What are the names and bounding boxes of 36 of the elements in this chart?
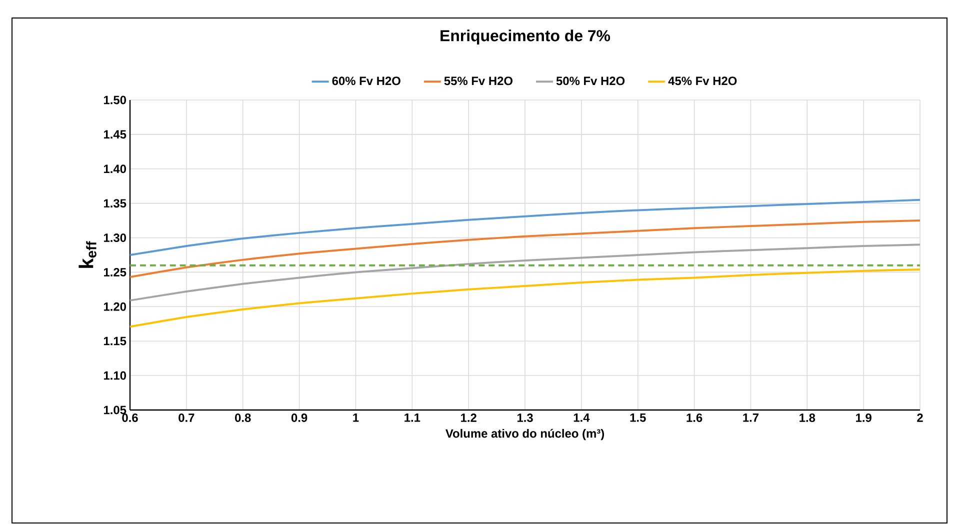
x-tick-label: 2	[917, 414, 923, 422]
y-tick-label: 1.40	[104, 164, 126, 174]
legend-label: 60% Fv H2O	[332, 76, 400, 86]
x-tick-label: 1.1	[404, 414, 420, 422]
y-tick-label: 1.50	[104, 96, 126, 104]
x-tick-label: 1.7	[743, 414, 759, 422]
x-tick-label: 1.5	[630, 414, 646, 422]
x-tick-label: 1.3	[517, 414, 533, 422]
line-series	[130, 220, 920, 278]
x-tick-label: 1.9	[856, 414, 872, 422]
y-tick-label: 1.30	[104, 234, 126, 242]
x-tick-label: 0.8	[235, 414, 251, 422]
x-tick-label: 0.9	[291, 414, 308, 422]
line-series	[130, 268, 920, 328]
x-tick-label: 1.4	[574, 414, 590, 422]
x-tick-label: 0.6	[122, 414, 138, 422]
chart-title: Enriquecimento de 7%	[440, 30, 610, 44]
y-tick-label: 1.15	[104, 336, 126, 346]
x-tick-label: 1.2	[461, 414, 476, 422]
line-series	[130, 244, 920, 302]
x-axis-title: Volume ativo do núcleo (m³)	[445, 428, 604, 440]
y-tick-label: 1.20	[104, 302, 126, 311]
legend-label: 45% Fv H2O	[668, 76, 737, 86]
legend-label: 55% Fv H2O	[444, 76, 512, 86]
y-tick-label: 1.10	[104, 371, 126, 380]
y-tick-label: 1.35	[104, 199, 126, 208]
x-tick-label: 1.8	[800, 414, 816, 422]
y-tick-label: 1.05	[104, 406, 126, 414]
line-series	[130, 198, 920, 256]
y-axis-title: k$_{eff}$	[78, 241, 96, 268]
y-tick-label: 1.25	[104, 268, 126, 276]
x-tick-label: 1.6	[686, 414, 702, 422]
legend-label: 50% Fv H2O	[556, 76, 625, 86]
x-tick-label: 0.7	[178, 414, 194, 422]
x-tick-label: 1	[353, 414, 359, 422]
y-tick-label: 1.45	[104, 130, 126, 139]
